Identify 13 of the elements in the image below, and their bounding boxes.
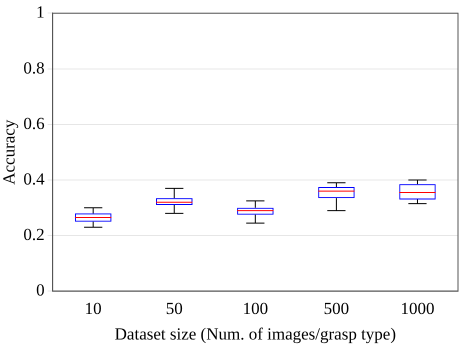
y-tick-label: 0.2 xyxy=(23,225,45,244)
x-tick-label: 500 xyxy=(324,298,350,318)
y-tick-label: 0.4 xyxy=(23,169,46,188)
y-axis-title: Accuracy xyxy=(0,119,19,185)
x-tick-label: 100 xyxy=(242,298,268,318)
y-tick-label: 0 xyxy=(36,280,45,300)
x-tick-label: 1000 xyxy=(400,298,434,318)
y-tick-label: 0.8 xyxy=(23,58,45,78)
x-axis-title: Dataset size (Num. of images/grasp type) xyxy=(114,324,396,344)
x-tick-label: 10 xyxy=(84,298,102,318)
y-tick-label: 0.6 xyxy=(23,114,45,133)
y-tick-label: 1 xyxy=(36,2,45,22)
x-tick-label: 50 xyxy=(166,298,183,318)
